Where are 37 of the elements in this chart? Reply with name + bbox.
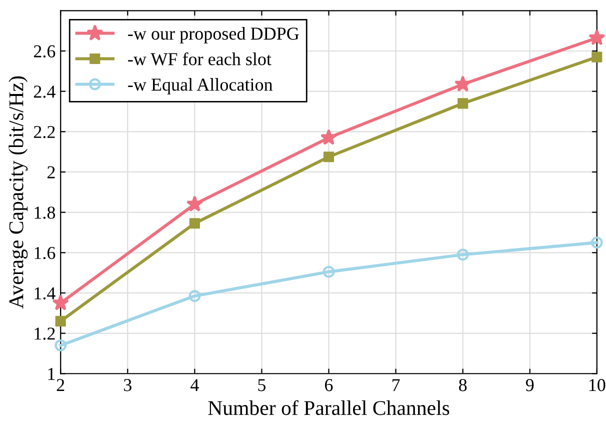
x-tick-label: 9 [526,379,534,392]
y-tick-label: 1.6 [34,246,56,260]
point [189,218,200,229]
x-tick-label: 10 [589,379,606,392]
point [188,290,201,302]
y-tick-label: 1.8 [34,206,56,219]
y-tick-label: 2.2 [34,126,55,138]
x-tick-label: 7 [392,379,400,392]
x-axis-title: Number of Parallel Channels [208,400,450,416]
point [186,196,204,212]
point [323,152,334,162]
y-tick-label: 2.6 [34,45,56,58]
y-tick-label: 2 [48,166,55,178]
point [592,52,602,62]
x-tick-label: 8 [459,379,467,392]
x-tick-label: 4 [190,379,199,392]
y-tick-label: 1.2 [34,328,55,340]
x-tick-label: 5 [258,379,266,392]
point [322,266,335,278]
legend-label: -w Equal Allocation [128,78,273,94]
point [458,98,468,109]
point [320,128,338,145]
point [55,316,66,326]
legend-label: -w WF for each slot [128,52,272,66]
point [590,236,603,249]
y-tick-label: 1.4 [34,287,56,300]
point [454,76,472,92]
point [456,248,469,261]
y-axis-title: Average Capacity (bit/s/Hz) [8,76,28,309]
x-tick-label: 6 [325,379,333,392]
y-tick-label: 1 [48,368,55,380]
point [54,339,67,352]
point [588,29,606,46]
y-tick-label: 2.4 [34,86,56,98]
legend-label: -w our proposed DDPG [128,27,299,44]
x-tick-label: 3 [124,379,132,392]
x-tick-label: 2 [56,379,64,392]
